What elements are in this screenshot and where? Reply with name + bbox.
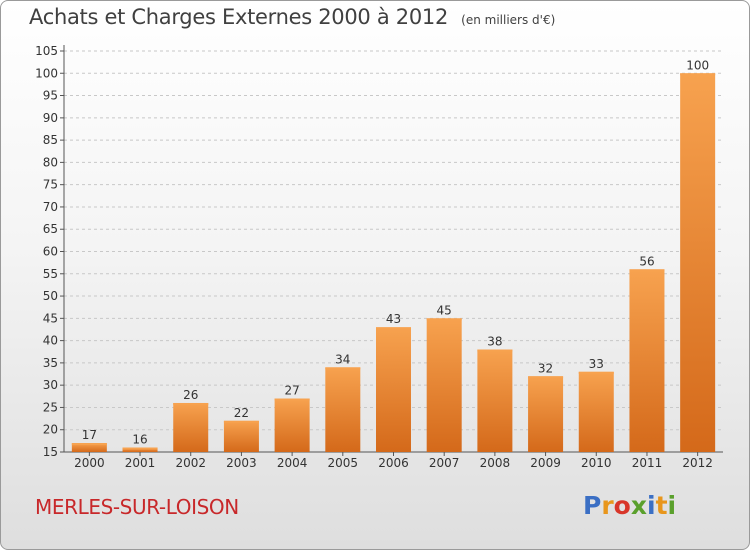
bar [629, 269, 665, 452]
bar-value-label: 43 [386, 312, 401, 326]
chart-title-block: Achats et Charges Externes 2000 à 2012 (… [29, 5, 555, 29]
bar-cap [629, 269, 665, 272]
bar-cap [173, 402, 209, 405]
bar [376, 327, 411, 452]
x-tick-label: 2008 [480, 456, 511, 470]
bar [122, 447, 158, 452]
y-tick-label: 90 [43, 111, 58, 125]
bar-value-label: 22 [234, 406, 249, 420]
y-tick-label: 40 [43, 334, 58, 348]
bar-cap [274, 398, 310, 401]
y-tick-label: 35 [43, 356, 58, 370]
bar-cap [223, 420, 259, 423]
y-tick-label: 15 [43, 445, 58, 459]
x-tick-label: 2003 [226, 456, 257, 470]
logo-letter: r [601, 491, 614, 520]
bar-value-label: 27 [284, 384, 299, 398]
chart-unit: (en milliers d'€) [461, 13, 556, 27]
x-tick-label: 2009 [530, 456, 561, 470]
logo-letter: P [583, 491, 602, 520]
bar-cap [477, 349, 513, 352]
y-tick-label: 70 [43, 200, 58, 214]
y-tick-label: 85 [43, 133, 58, 147]
bar-value-label: 17 [82, 428, 97, 442]
bar-cap [122, 447, 158, 450]
bar [426, 318, 462, 452]
y-tick-label: 75 [43, 178, 58, 192]
bar [71, 443, 107, 452]
bar [325, 367, 361, 452]
bar [223, 420, 259, 452]
x-tick-label: 2006 [378, 456, 409, 470]
logo-letter: t [655, 491, 668, 520]
bar [477, 349, 513, 452]
y-tick-label: 95 [43, 89, 58, 103]
bar-cap [325, 367, 361, 370]
bar-cap [376, 327, 411, 330]
x-tick-label: 2011 [632, 456, 663, 470]
bar [274, 398, 310, 452]
x-tick-label: 2007 [429, 456, 460, 470]
bar-value-label: 34 [335, 352, 350, 366]
logo-letter: i [647, 491, 656, 520]
y-tick-label: 105 [35, 44, 58, 58]
labels: 15 20 25 30 35 40 45 50 55 60 65 70 75 80 85 90 95 100 105… [35, 44, 713, 470]
x-tick-label: 2002 [175, 456, 206, 470]
x-tick-label: 2010 [581, 456, 612, 470]
bar-cap [578, 371, 614, 374]
bar-cap [528, 376, 564, 379]
bar [578, 371, 614, 452]
bar-value-label: 38 [487, 335, 502, 349]
town-name: MERLES-SUR-LOISON [35, 495, 239, 519]
logo-letter: x [630, 491, 647, 520]
bar-cap [680, 73, 716, 76]
proxiti-logo: Proxiti [583, 491, 676, 520]
bar-cap [71, 443, 107, 446]
bar-cap [426, 318, 462, 321]
bar-value-label: 45 [437, 303, 452, 317]
x-tick-label: 2012 [682, 456, 713, 470]
x-tick-label: 2001 [125, 456, 156, 470]
y-tick-label: 80 [43, 155, 58, 169]
bars [71, 73, 716, 453]
logo-letter: i [667, 491, 677, 520]
bar-value-label: 33 [589, 357, 604, 371]
y-tick-label: 45 [43, 311, 58, 325]
bar-value-label: 32 [538, 361, 553, 375]
y-tick-label: 30 [43, 378, 58, 392]
y-tick-label: 50 [43, 289, 58, 303]
bar-value-label: 16 [132, 433, 147, 447]
y-tick-label: 65 [43, 222, 58, 236]
bar-value-label: 56 [639, 254, 654, 268]
y-tick-label: 25 [43, 400, 58, 414]
bar [528, 376, 564, 452]
bar [173, 402, 209, 452]
x-tick-label: 2005 [328, 456, 359, 470]
bar [680, 73, 716, 453]
y-tick-label: 20 [43, 423, 58, 437]
x-tick-label: 2000 [74, 456, 105, 470]
logo-letter: o [613, 491, 631, 520]
x-tick-label: 2004 [277, 456, 308, 470]
y-tick-label: 100 [35, 66, 58, 80]
bar-value-label: 26 [183, 388, 198, 402]
bar-value-label: 100 [686, 58, 709, 72]
chart-title: Achats et Charges Externes 2000 à 2012 [29, 5, 449, 29]
y-tick-label: 55 [43, 267, 58, 281]
y-tick-label: 60 [43, 245, 58, 259]
